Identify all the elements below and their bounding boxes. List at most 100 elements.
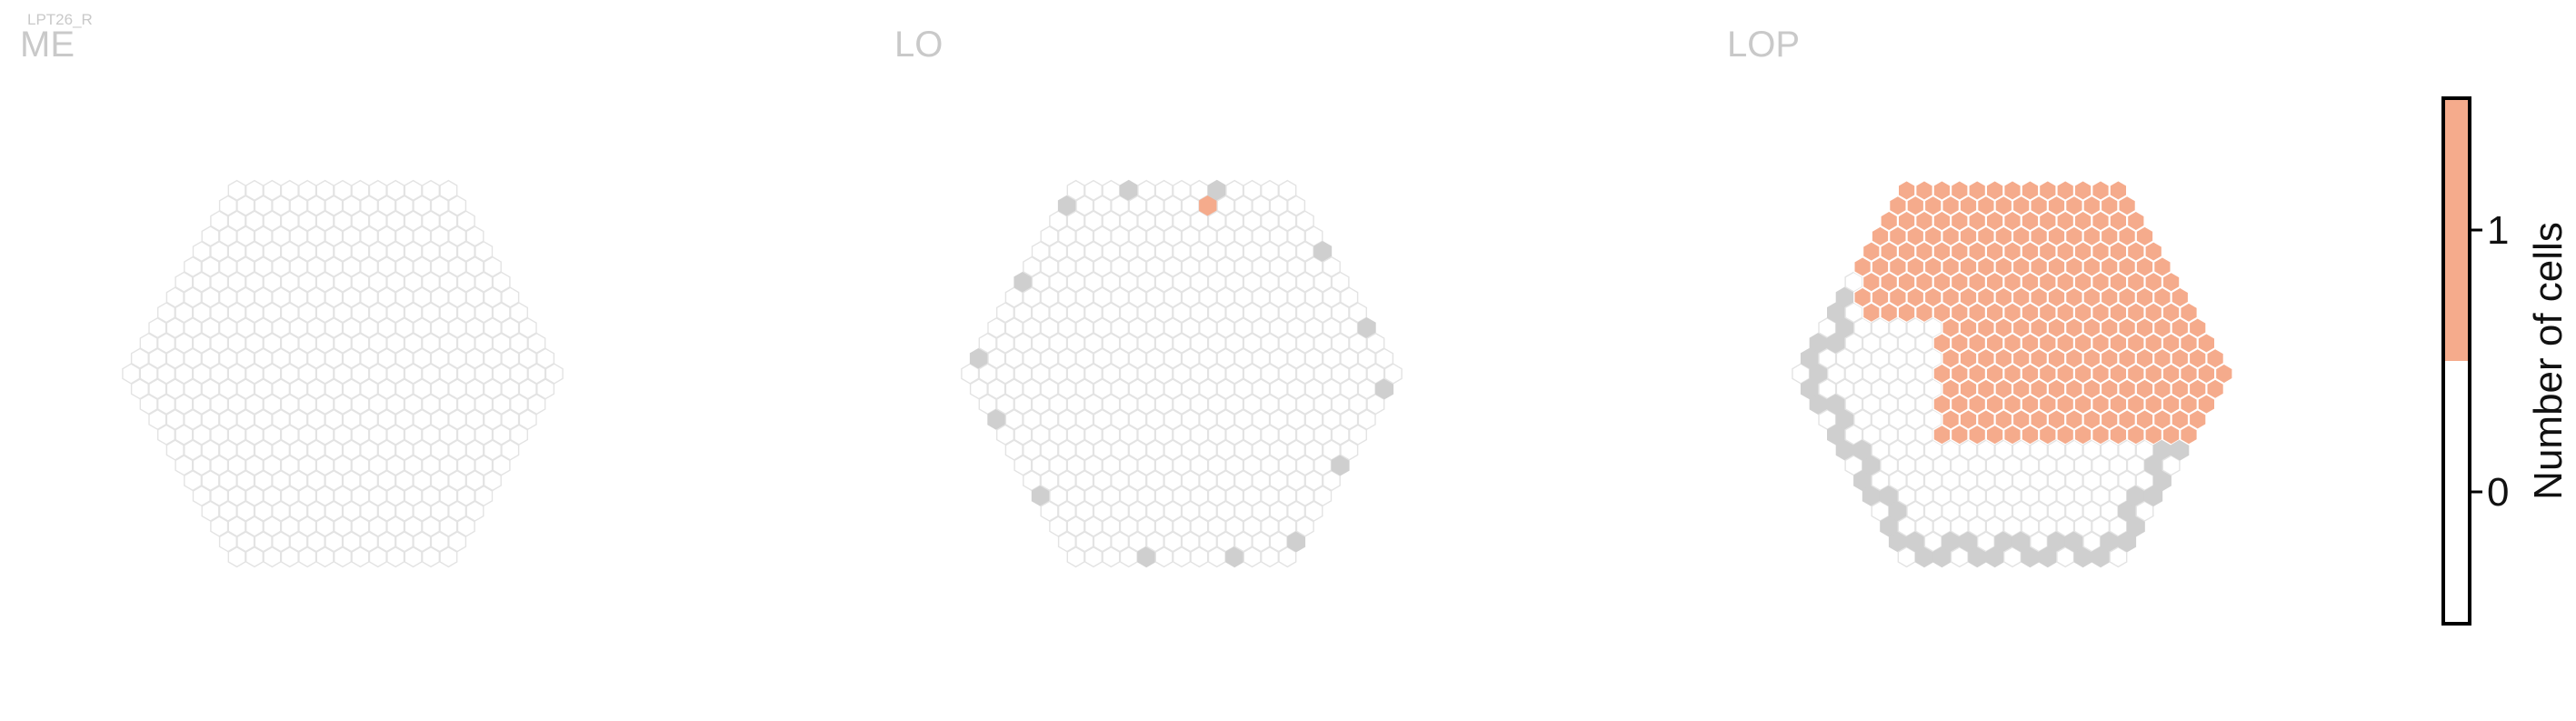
hex-column — [2109, 455, 2128, 476]
hex-column — [1844, 302, 1863, 324]
hex-column — [1145, 439, 1164, 461]
hex-column — [456, 363, 475, 385]
hex-column — [1243, 516, 1262, 537]
hex-column — [1976, 531, 1995, 553]
hex-column — [439, 455, 458, 476]
hex-column — [289, 500, 308, 522]
hex-column — [1269, 347, 1288, 369]
hex-column — [306, 378, 325, 400]
hex-column — [1216, 255, 1235, 278]
hex-column — [1225, 332, 1244, 355]
hex-column — [483, 347, 502, 369]
hex-column — [1216, 469, 1235, 492]
hex-column — [289, 531, 308, 553]
hex-column — [2091, 332, 2111, 355]
hex-column — [306, 531, 325, 553]
hex-column — [2064, 378, 2083, 400]
hex-column — [1906, 439, 1925, 461]
hex-column — [483, 316, 502, 339]
hex-column — [315, 332, 334, 355]
hex-column — [2002, 424, 2022, 446]
hex-column — [1304, 500, 1323, 522]
hex-column — [1357, 316, 1376, 339]
hex-column — [465, 469, 484, 492]
hex-column — [1181, 500, 1200, 522]
hex-grid-lop — [1792, 179, 2233, 568]
hex-column — [1119, 393, 1138, 416]
hex-column — [474, 240, 494, 263]
hex-column — [1906, 347, 1925, 369]
hex-column — [1985, 485, 2004, 507]
hex-column — [1331, 302, 1350, 324]
hex-column — [1278, 210, 1297, 232]
hex-column — [2135, 469, 2154, 492]
hex-column — [360, 500, 379, 522]
hex-column — [1083, 393, 1103, 416]
hex-column — [474, 332, 494, 355]
hex-column — [1985, 271, 2004, 293]
hex-column — [2064, 225, 2083, 247]
hex-column — [404, 302, 423, 324]
hex-column — [1897, 179, 1916, 202]
hex-column — [1102, 363, 1121, 385]
hex-column — [315, 179, 334, 202]
hex-column — [1031, 363, 1050, 385]
hex-column — [2152, 439, 2172, 461]
hex-column — [1075, 439, 1094, 461]
hex-column — [394, 378, 414, 400]
hex-column — [2056, 363, 2075, 385]
hex-column — [1066, 271, 1085, 293]
hex-column — [1207, 332, 1226, 355]
hex-column — [1111, 316, 1130, 339]
hex-column — [386, 240, 405, 263]
hex-column — [1207, 424, 1226, 446]
hex-column — [1057, 378, 1076, 400]
hex-column — [1128, 378, 1147, 400]
hex-column — [1119, 424, 1138, 446]
hex-column — [377, 500, 396, 522]
hex-column — [527, 363, 546, 385]
hex-column — [1163, 408, 1183, 431]
hex-column — [1923, 195, 1942, 216]
hex-column — [2118, 286, 2137, 308]
hex-column — [1066, 363, 1085, 385]
hex-column — [334, 240, 352, 263]
hex-column — [289, 469, 308, 492]
hex-column — [1049, 485, 1068, 507]
hex-column — [978, 332, 997, 355]
hex-column — [1260, 271, 1280, 293]
hex-column — [1111, 531, 1130, 553]
hex-column — [1031, 455, 1050, 476]
hex-column — [1137, 393, 1156, 416]
hex-column — [1252, 531, 1271, 553]
hex-column — [1923, 408, 1942, 431]
hex-column — [404, 363, 423, 385]
hex-column — [483, 439, 502, 461]
hex-column — [995, 332, 1015, 355]
hex-column — [156, 393, 176, 416]
hex-column — [1172, 455, 1192, 476]
hex-column — [1835, 286, 1854, 308]
hex-column — [1102, 302, 1121, 324]
hex-column — [1066, 210, 1085, 232]
hex-column — [1287, 408, 1306, 431]
hex-column — [298, 393, 317, 416]
hex-column — [465, 500, 484, 522]
hex-column — [1968, 455, 1987, 476]
hex-column — [2047, 316, 2066, 339]
hex-column — [280, 455, 299, 476]
hex-column — [430, 316, 449, 339]
hex-column — [1260, 455, 1280, 476]
hex-column — [227, 546, 246, 568]
hex-column — [1154, 302, 1173, 324]
hex-column — [404, 546, 423, 568]
hex-column — [368, 332, 387, 355]
hex-column — [1976, 225, 1995, 247]
hex-column — [1083, 424, 1103, 446]
hex-column — [1023, 255, 1042, 278]
hex-column — [1066, 302, 1085, 324]
hex-column — [465, 408, 484, 431]
hex-column — [1252, 286, 1271, 308]
hex-column — [1102, 179, 1121, 202]
hex-column — [1809, 363, 1828, 385]
